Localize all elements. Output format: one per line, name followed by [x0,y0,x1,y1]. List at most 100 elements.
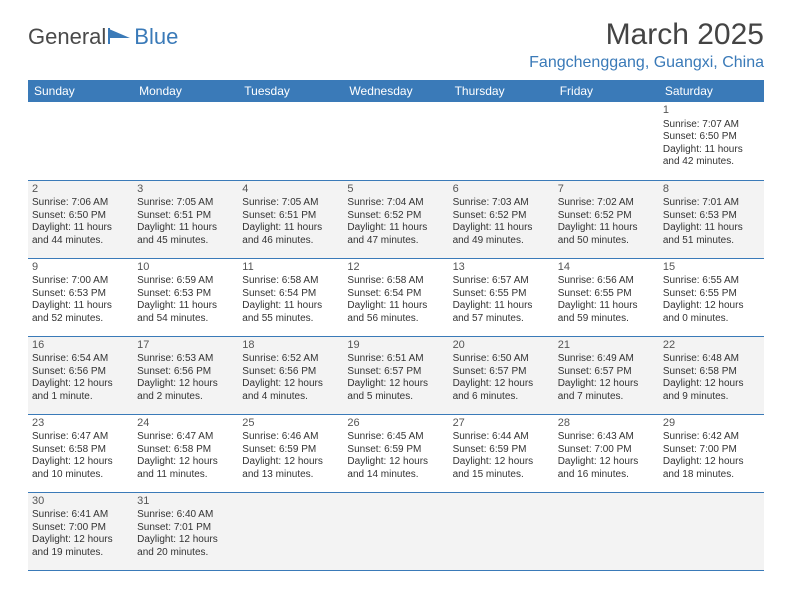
flag-icon [108,28,132,44]
day-info-line: Daylight: 12 hours [137,534,234,547]
day-info: Sunrise: 6:49 AMSunset: 6:57 PMDaylight:… [558,353,655,403]
day-number: 23 [32,417,129,431]
calendar-day-cell: 1Sunrise: 7:07 AMSunset: 6:50 PMDaylight… [659,102,764,180]
day-info-line: Daylight: 11 hours [558,300,655,313]
day-info-line: Sunrise: 7:05 AM [242,197,339,210]
day-info-line: Daylight: 11 hours [137,222,234,235]
day-info-line: and 42 minutes. [663,156,760,169]
calendar-week-row: 9Sunrise: 7:00 AMSunset: 6:53 PM Daylight… [28,258,764,336]
calendar-day-cell [554,102,659,180]
day-info-line: and 7 minutes. [558,391,655,404]
weekday-header: Sunday [28,80,133,102]
calendar-day-cell: 2Sunrise: 7:06 AMSunset: 6:50 PMDaylight… [28,180,133,258]
calendar-day-cell [659,492,764,570]
day-info-line: Sunrise: 6:58 AM [347,275,444,288]
day-number: 12 [347,261,444,275]
day-info-line: and 6 minutes. [453,391,550,404]
calendar-day-cell: 27Sunrise: 6:44 AMSunset: 6:59 PMDayligh… [449,414,554,492]
day-info-line: Sunrise: 6:42 AM [663,431,760,444]
day-info-line: Daylight: 11 hours [453,300,550,313]
day-info-line: and 44 minutes. [32,235,129,248]
day-info: Sunrise: 6:44 AMSunset: 6:59 PMDaylight:… [453,431,550,481]
day-info-line: Sunrise: 6:49 AM [558,353,655,366]
weekday-header-row: Sunday Monday Tuesday Wednesday Thursday… [28,80,764,102]
day-info-line: Sunset: 6:56 PM [242,366,339,379]
day-number: 5 [347,183,444,197]
day-info-line: Sunrise: 6:47 AM [32,431,129,444]
day-info: Sunrise: 7:04 AMSunset: 6:52 PMDaylight:… [347,197,444,247]
day-info-line: and 45 minutes. [137,235,234,248]
logo-text-2: Blue [134,24,178,50]
calendar-day-cell: 11Sunrise: 6:58 AMSunset: 6:54 PMDayligh… [238,258,343,336]
day-info-line: and 16 minutes. [558,469,655,482]
calendar-day-cell: 10Sunrise: 6:59 AMSunset: 6:53 PMDayligh… [133,258,238,336]
calendar-table: Sunday Monday Tuesday Wednesday Thursday… [28,80,764,571]
day-info-line: and 56 minutes. [347,313,444,326]
calendar-day-cell: 7Sunrise: 7:02 AMSunset: 6:52 PMDaylight… [554,180,659,258]
day-info-line: Sunset: 6:52 PM [453,210,550,223]
day-info-line: Daylight: 11 hours [663,144,760,157]
day-info-line: Sunset: 6:59 PM [242,444,339,457]
calendar-week-row: 2Sunrise: 7:06 AMSunset: 6:50 PMDaylight… [28,180,764,258]
weekday-header: Tuesday [238,80,343,102]
calendar-day-cell [238,102,343,180]
day-info-line: and 57 minutes. [453,313,550,326]
day-info-line: and 49 minutes. [453,235,550,248]
day-info-line: Sunrise: 6:56 AM [558,275,655,288]
day-info-line: and 5 minutes. [347,391,444,404]
day-info-line: and 50 minutes. [558,235,655,248]
calendar-day-cell [133,102,238,180]
day-info-line: Sunrise: 7:00 AM [32,275,129,288]
calendar-day-cell: 15Sunrise: 6:55 AMSunset: 6:55 PMDayligh… [659,258,764,336]
day-info-line: Daylight: 12 hours [32,534,129,547]
calendar-day-cell [449,102,554,180]
day-info-line: and 55 minutes. [242,313,339,326]
calendar-day-cell: 28Sunrise: 6:43 AMSunset: 7:00 PMDayligh… [554,414,659,492]
day-info-line: Sunrise: 7:01 AM [663,197,760,210]
day-info-line: Daylight: 12 hours [137,456,234,469]
calendar-week-row: 30Sunrise: 6:41 AMSunset: 7:00 PMDayligh… [28,492,764,570]
day-info: Sunrise: 6:50 AMSunset: 6:57 PMDaylight:… [453,353,550,403]
day-info-line: Sunset: 6:56 PM [32,366,129,379]
day-number: 26 [347,417,444,431]
day-info-line: Sunrise: 6:52 AM [242,353,339,366]
day-info-line: Daylight: 12 hours [347,456,444,469]
day-number: 28 [558,417,655,431]
day-info-line: Sunrise: 6:57 AM [453,275,550,288]
day-info-line: Sunrise: 6:41 AM [32,509,129,522]
day-info-line: Daylight: 11 hours [242,300,339,313]
day-info-line: Sunset: 6:58 PM [663,366,760,379]
weekday-header: Monday [133,80,238,102]
day-info-line: Sunset: 7:00 PM [558,444,655,457]
day-info-line: and 20 minutes. [137,547,234,560]
day-number: 3 [137,183,234,197]
day-info: Sunrise: 6:42 AMSunset: 7:00 PMDaylight:… [663,431,760,481]
day-info-line: and 9 minutes. [663,391,760,404]
day-info-line: Sunset: 6:54 PM [242,288,339,301]
day-info: Sunrise: 6:54 AMSunset: 6:56 PMDaylight:… [32,353,129,403]
day-info-line: and 18 minutes. [663,469,760,482]
day-number: 9 [32,261,129,275]
calendar-day-cell: 22Sunrise: 6:48 AMSunset: 6:58 PMDayligh… [659,336,764,414]
day-info-line: Sunrise: 7:02 AM [558,197,655,210]
day-info-line: Sunset: 6:50 PM [663,131,760,144]
day-info-line: Sunset: 6:53 PM [32,288,129,301]
day-info-line: Daylight: 11 hours [663,222,760,235]
day-info-line: Daylight: 12 hours [453,378,550,391]
day-info-line: Sunrise: 6:44 AM [453,431,550,444]
day-number: 7 [558,183,655,197]
day-info: Sunrise: 7:01 AMSunset: 6:53 PMDaylight:… [663,197,760,247]
day-number: 1 [663,104,760,118]
day-info-line: and 52 minutes. [32,313,129,326]
day-info: Sunrise: 7:07 AMSunset: 6:50 PMDaylight:… [663,119,760,169]
day-info-line: and 10 minutes. [32,469,129,482]
calendar-day-cell: 6Sunrise: 7:03 AMSunset: 6:52 PMDaylight… [449,180,554,258]
day-info-line: Sunrise: 6:58 AM [242,275,339,288]
day-number: 20 [453,339,550,353]
day-info-line: Daylight: 12 hours [347,378,444,391]
calendar-day-cell [449,492,554,570]
day-info-line: Daylight: 11 hours [242,222,339,235]
day-info: Sunrise: 6:53 AMSunset: 6:56 PMDaylight:… [137,353,234,403]
day-info-line: Daylight: 11 hours [453,222,550,235]
day-info: Sunrise: 7:03 AMSunset: 6:52 PMDaylight:… [453,197,550,247]
